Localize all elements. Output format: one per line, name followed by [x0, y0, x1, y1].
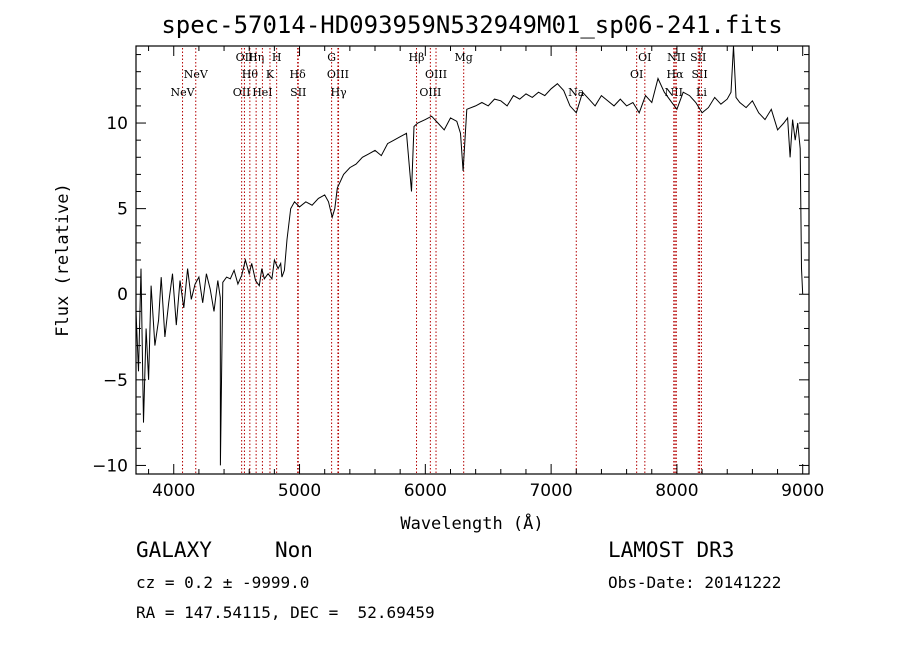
line-marker-label: Na	[568, 86, 585, 99]
coordinates-readout: RA = 147.54115, DEC = 52.69459	[136, 603, 435, 622]
line-marker-label: OI	[638, 51, 651, 64]
line-marker-label: Mg	[455, 51, 473, 64]
y-tick-label: −5	[103, 371, 128, 391]
x-tick-label: 5000	[278, 481, 321, 501]
object-subclass: Non	[275, 538, 313, 562]
line-marker-label: OIII	[419, 86, 441, 99]
line-marker-label: HeI	[252, 86, 272, 99]
line-marker-label: Hβ	[409, 51, 425, 64]
y-tick-label: −10	[92, 456, 128, 476]
line-marker-label: OI	[630, 68, 643, 81]
line-marker-label: G	[327, 51, 336, 64]
line-marker-label: OIII	[327, 68, 349, 81]
line-marker-label: OIII	[425, 68, 447, 81]
observation-date: Obs-Date: 20141222	[608, 573, 782, 592]
line-marker-label: K	[266, 68, 275, 81]
line-marker-label: Li	[696, 86, 707, 99]
x-tick-label: 4000	[152, 481, 195, 501]
x-tick-label: 7000	[529, 481, 572, 501]
line-marker-label: NII	[665, 86, 683, 99]
line-marker-label: NeV	[170, 86, 195, 99]
line-marker-label: OII	[236, 51, 254, 64]
line-marker-label: SII	[290, 86, 306, 99]
spectrum-line	[135, 45, 804, 466]
y-tick-label: 0	[117, 285, 128, 305]
y-axis-label: Flux (relative)	[53, 183, 73, 337]
spectral-line-markers: NeVNeVOIIOIIHθHηHeIKHHδSIIGOIIIHγHβOIIIO…	[170, 48, 708, 474]
line-marker-label: NeV	[184, 68, 209, 81]
line-marker-label: OII	[233, 86, 251, 99]
plot-frame	[135, 45, 810, 475]
survey-name: LAMOST DR3	[608, 538, 735, 562]
y-tick-label: 10	[106, 114, 128, 134]
line-marker-label: Hα	[667, 68, 685, 81]
line-marker-label: SII	[691, 68, 707, 81]
y-tick-label: 5	[117, 200, 128, 220]
line-marker-label: SII	[690, 51, 706, 64]
chart-title: spec-57014-HD093959N532949M01_sp06-241.f…	[161, 11, 782, 39]
line-marker-label: Hγ	[330, 86, 347, 99]
redshift-readout: cz = 0.2 ± -9999.0	[136, 573, 310, 592]
line-marker-label: Hδ	[290, 68, 307, 81]
x-tick-label: 9000	[781, 481, 824, 501]
spectrum-series	[135, 45, 804, 466]
x-tick-label: 8000	[655, 481, 698, 501]
axes: 4000 5000 6000 7000 8000 9000 −10 −5 0 5 10	[92, 46, 824, 501]
line-marker-label: Hη	[248, 51, 264, 64]
line-marker-label: NII	[667, 51, 685, 64]
line-marker-label: H	[272, 51, 282, 64]
x-axis-label: Wavelength (Å)	[400, 512, 543, 534]
object-class: GALAXY	[136, 538, 212, 562]
x-tick-label: 6000	[404, 481, 447, 501]
line-marker-label: Hθ	[242, 68, 259, 81]
